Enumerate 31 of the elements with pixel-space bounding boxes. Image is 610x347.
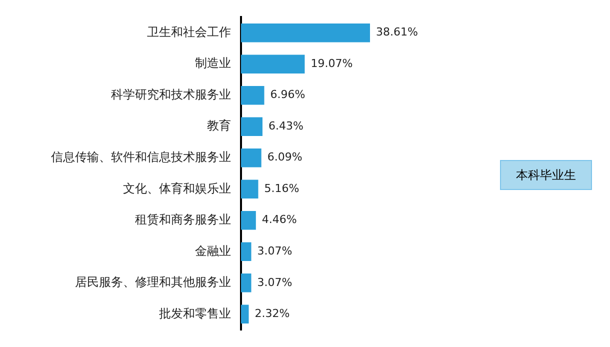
y-tick-label: 金融业: [195, 244, 231, 258]
y-tick-label: 批发和零售业: [159, 306, 231, 320]
data-label: 5.16%: [264, 182, 300, 195]
y-tick-label: 租赁和商务服务业: [135, 212, 231, 227]
y-tick-label: 教育: [207, 118, 231, 133]
y-tick-label: 卫生和社会工作: [147, 24, 231, 39]
text: 本科毕业生: [500, 160, 592, 190]
bar: [241, 54, 305, 74]
data-label: 4.46%: [262, 213, 297, 226]
data-label: 2.32%: [254, 307, 290, 320]
data-label: 3.07%: [257, 276, 292, 289]
bar: [241, 23, 370, 42]
data-label: 19.07%: [310, 56, 353, 70]
bar: [241, 304, 249, 324]
data-label: 6.96%: [270, 88, 306, 102]
data-label: 3.07%: [257, 244, 292, 258]
bar: [241, 211, 256, 230]
data-label: 6.43%: [268, 119, 304, 132]
bar: [241, 242, 252, 262]
y-tick-label: 科学研究和技术服务业: [111, 87, 231, 102]
y-tick-label: 制造业: [195, 56, 231, 70]
bar: [241, 148, 262, 168]
bar: [241, 117, 262, 136]
y-tick-label: 文化、体育和娱乐业: [123, 181, 231, 196]
data-label: 6.09%: [267, 150, 302, 164]
bar: [241, 86, 264, 105]
bar: [241, 274, 252, 292]
y-tick-label: 居民服务、修理和其他服务业: [75, 275, 231, 290]
y-tick-label: 信息传输、软件和信息技术服务业: [51, 150, 231, 164]
data-label: 38.61%: [376, 26, 418, 39]
bar: [241, 180, 258, 199]
